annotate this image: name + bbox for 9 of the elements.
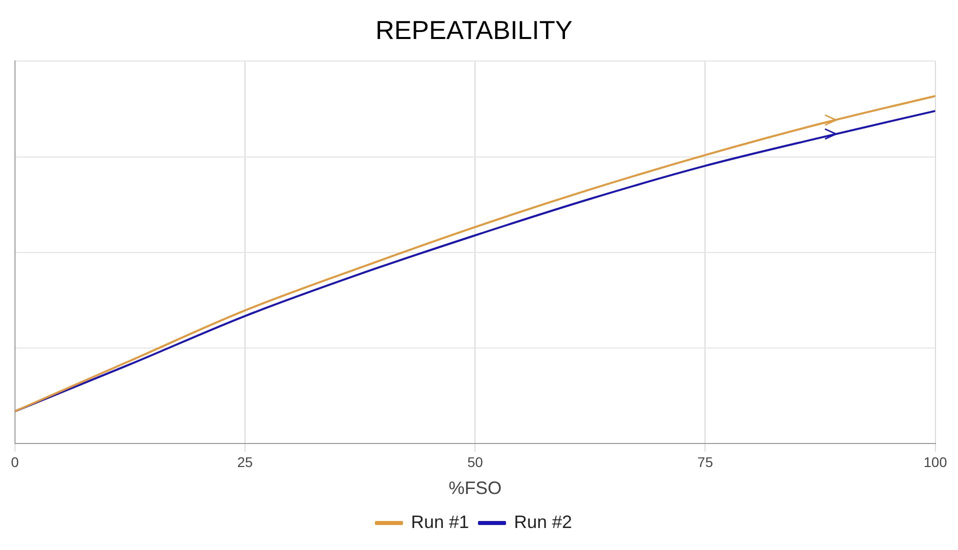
x-axis-title: %FSO — [448, 478, 502, 498]
x-tick-label: 0 — [10, 454, 19, 470]
legend-label: Run #1 — [410, 512, 470, 532]
x-tick-label: 50 — [467, 454, 484, 470]
x-tick-label: 75 — [697, 454, 714, 470]
legend-label: Run #2 — [514, 512, 572, 532]
chart-title: REPEATABILITY — [376, 14, 572, 45]
x-tick-label: 100 — [924, 454, 948, 470]
x-tick-label: 25 — [237, 454, 253, 470]
